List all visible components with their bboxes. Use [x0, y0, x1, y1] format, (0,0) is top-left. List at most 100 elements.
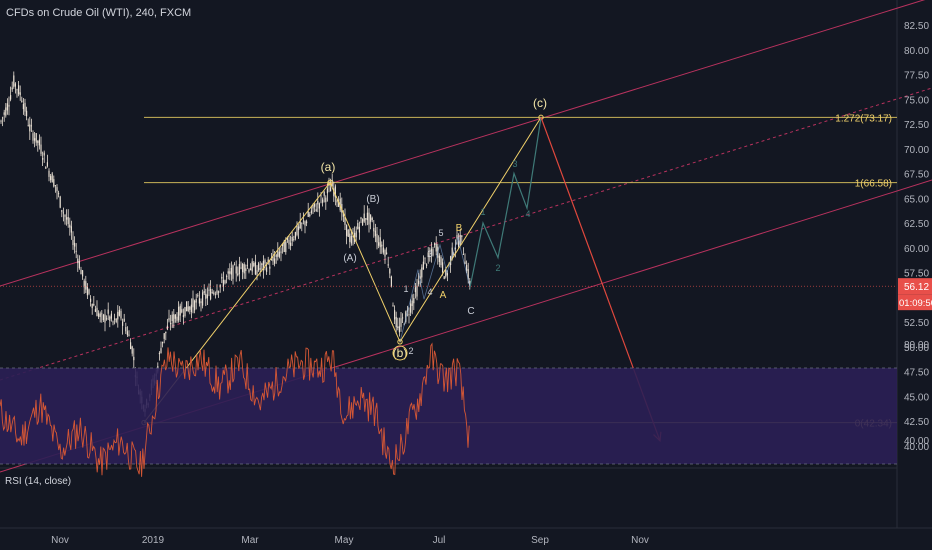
candle-body	[174, 314, 176, 319]
time-tick-label: Nov	[631, 535, 649, 546]
zigzag-line	[143, 117, 542, 423]
candle-body	[59, 196, 61, 208]
candle-body	[216, 290, 218, 294]
candle-body	[130, 342, 132, 350]
zigzag-point-1	[327, 179, 333, 186]
candle-body	[256, 270, 258, 275]
price-tick-label: 45.00	[904, 392, 929, 403]
price-tick-label: 65.00	[904, 194, 929, 205]
wave-b-marker	[392, 345, 408, 361]
rsi-band	[0, 368, 897, 464]
candle-body	[398, 326, 400, 333]
price-tick-label: 62.50	[904, 219, 929, 230]
candle-body	[8, 104, 10, 107]
candle-body	[414, 287, 416, 293]
candle-body	[426, 264, 428, 266]
candle-body	[400, 318, 402, 327]
candle-body	[125, 327, 127, 332]
channel-line-1	[0, 0, 926, 287]
candle-body	[373, 227, 375, 232]
candle-body	[30, 125, 32, 127]
candle-body	[458, 240, 460, 247]
candle-body	[115, 318, 117, 322]
candle-body	[74, 242, 76, 247]
subwave-line	[399, 236, 471, 342]
candle-body	[110, 313, 112, 319]
candle-body	[254, 262, 256, 275]
current-price-label: 56.12	[904, 282, 929, 293]
price-tick-label: 40.00	[904, 442, 929, 453]
candle-body	[280, 251, 282, 253]
candle-body	[213, 292, 215, 295]
candle-body	[202, 292, 204, 306]
candle-body	[270, 259, 272, 260]
candle-body	[128, 334, 130, 336]
candle-body	[61, 210, 63, 212]
countdown-badge	[898, 294, 932, 311]
candle-body	[352, 236, 354, 238]
price-tick-label: 77.50	[904, 71, 929, 82]
candle-body	[88, 289, 90, 294]
candle-body	[187, 306, 189, 312]
candle-body	[405, 311, 407, 322]
candle-body	[370, 214, 372, 222]
candle-body	[83, 280, 85, 288]
candle-body	[262, 260, 264, 270]
candle-body	[10, 95, 12, 100]
candle-body	[235, 266, 237, 274]
candle-body	[397, 326, 399, 329]
candle-body	[310, 210, 312, 213]
candle-body	[346, 224, 348, 236]
candle-body	[390, 276, 392, 287]
time-axis[interactable]: Nov 2019 Mar May Jul Sep Nov	[51, 535, 649, 546]
candle-body	[123, 318, 125, 322]
candle-body	[104, 314, 106, 323]
candle-body	[296, 225, 298, 235]
candle-body	[422, 261, 424, 270]
candle-body	[189, 306, 191, 310]
candle-body	[376, 233, 378, 243]
wave-label: 2	[408, 346, 413, 356]
candle-body	[66, 217, 68, 220]
candle-body	[432, 249, 434, 256]
candle-body	[261, 263, 263, 265]
candle-body	[222, 279, 224, 287]
candle-body	[198, 298, 200, 304]
wave-labels: (a) (b) (c) (A) (B) 1 2 3 4 5 A B C 1 2 3 4	[321, 96, 547, 361]
price-tick-label: 75.00	[904, 95, 929, 106]
fib-label-2: 1(66.58)	[855, 179, 892, 190]
candle-body	[357, 223, 359, 229]
candle-body	[355, 231, 357, 238]
candle-body	[96, 307, 98, 317]
candle-body	[243, 264, 245, 274]
current-price-badge	[898, 278, 932, 295]
candle-body	[374, 230, 376, 237]
wave-label: 3	[512, 159, 517, 169]
candle-body	[402, 317, 404, 319]
candle-body	[162, 341, 164, 344]
candle-body	[165, 331, 167, 334]
candle-body	[166, 325, 168, 330]
candle-body	[274, 258, 276, 264]
candle-body	[48, 170, 50, 177]
candle-body	[40, 144, 42, 154]
candle-body	[232, 265, 234, 279]
candle-body	[419, 276, 421, 279]
candle-body	[334, 186, 336, 198]
price-axis[interactable]: 82.50 80.00 77.50 75.00 72.50 70.00 67.50 65.00…	[0, 21, 932, 453]
candle-body	[126, 331, 128, 336]
candle-body	[416, 285, 418, 297]
candle-body	[91, 303, 93, 309]
candle-body	[133, 356, 135, 361]
candle-body	[195, 299, 197, 303]
candle-body	[78, 261, 80, 269]
price-tick-label: 70.00	[904, 145, 929, 156]
candle-body	[29, 124, 31, 132]
wave-label: 3	[427, 249, 432, 259]
projection-line	[469, 117, 542, 288]
candle-body	[18, 85, 20, 95]
candle-body	[94, 309, 96, 312]
candle-body	[445, 270, 447, 277]
wave-label: (b)	[393, 346, 408, 360]
wave-label: 4	[525, 209, 530, 219]
